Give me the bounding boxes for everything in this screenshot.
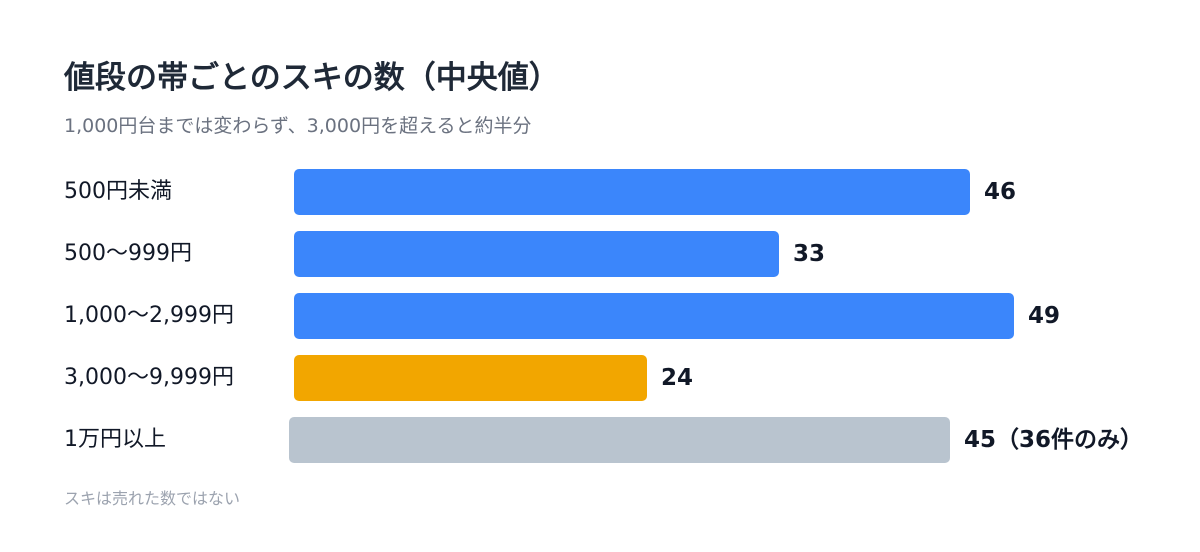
chart-footnote: スキは売れた数ではない: [64, 489, 241, 508]
chart-title: 値段の帯ごとのスキの数（中央値）: [64, 60, 560, 96]
bar: [294, 231, 779, 277]
bar: [289, 417, 950, 463]
bar: [294, 355, 647, 401]
chart-subtitle: 1,000円台までは変わらず、3,000円を超えると約半分: [64, 115, 532, 137]
bar: [294, 169, 970, 215]
bar-value-label: 24: [661, 365, 694, 391]
category-label: 3,000〜9,999円: [64, 365, 234, 390]
category-label: 1万円以上: [64, 427, 166, 452]
bar-value-label: 49: [1028, 303, 1061, 329]
bar-value-label: 33: [793, 241, 826, 267]
category-label: 500〜999円: [64, 241, 192, 266]
category-label: 500円未満: [64, 179, 172, 204]
bar-value-label: 46: [984, 179, 1017, 205]
category-label: 1,000〜2,999円: [64, 303, 234, 328]
bar: [294, 293, 1014, 339]
bar-value-label: 45（36件のみ）: [964, 427, 1144, 453]
